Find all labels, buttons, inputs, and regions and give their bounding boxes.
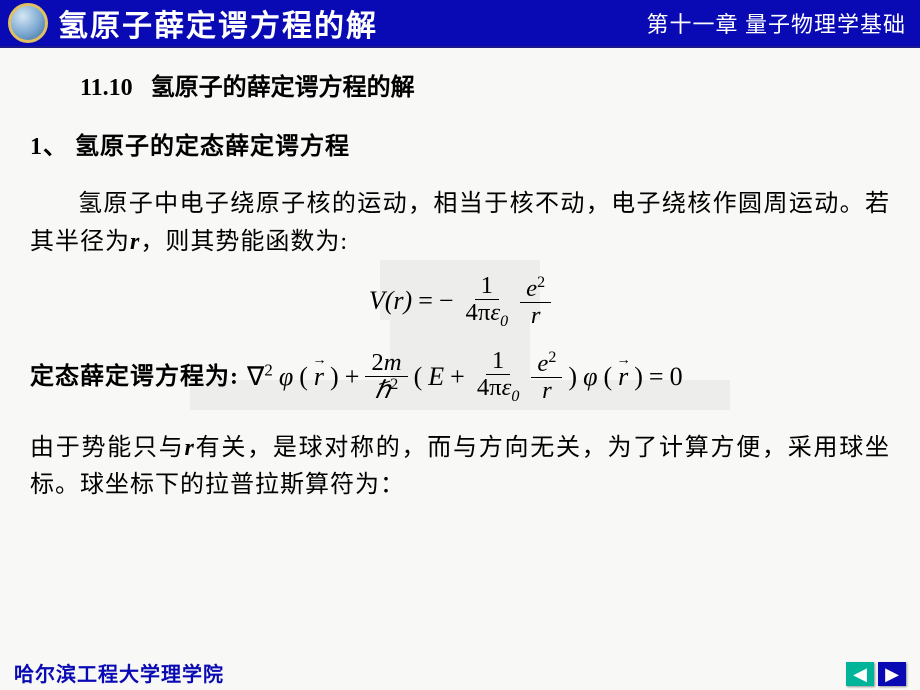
paragraph-1: 氢原子中电子绕原子核的运动，相当于核不动，电子绕核作圆周运动。若其半径为r，则其…: [30, 186, 890, 260]
equation-schrodinger: ∇2 φ(r) + 2m ℏ2 (E + 1 4πε0 e2 r ) φ(r) …: [247, 348, 683, 406]
section-heading: 11.10 氢原子的薛定谔方程的解: [30, 70, 890, 107]
equation-label: 定态薛定谔方程为:: [30, 359, 239, 396]
section-number: 11.10: [80, 75, 133, 101]
slide-title: 氢原子薛定谔方程的解: [58, 1, 646, 45]
paragraph-2: 由于势能只与r有关，是球对称的，而与方向无关，为了计算方便，采用球坐标。球坐标下…: [30, 430, 890, 504]
para2-text-a: 由于势能只与: [30, 435, 184, 461]
equation-potential: V(r) = − 1 4πε0 e2 r: [30, 273, 890, 331]
slide-content: 11.10 氢原子的薛定谔方程的解 1、 氢原子的定态薛定谔方程 氢原子中电子绕…: [0, 48, 920, 505]
next-icon: ▶: [885, 664, 899, 685]
chapter-label: 第十一章 量子物理学基础: [646, 7, 920, 39]
footer-bar: 哈尔滨工程大学理学院: [0, 654, 920, 690]
nav-buttons: ◀ ▶: [846, 662, 906, 686]
equation-schrodinger-row: 定态薛定谔方程为: ∇2 φ(r) + 2m ℏ2 (E + 1 4πε0 e2…: [30, 348, 890, 406]
subsection-number: 1、: [30, 134, 68, 160]
next-button[interactable]: ▶: [878, 662, 906, 686]
subsection-title: 氢原子的定态薛定谔方程: [75, 134, 350, 160]
section-title: 氢原子的薛定谔方程的解: [139, 75, 415, 101]
prev-icon: ◀: [853, 664, 867, 685]
subsection-heading: 1、 氢原子的定态薛定谔方程: [30, 129, 890, 166]
university-logo-icon: [8, 3, 48, 43]
variable-r: r: [130, 229, 140, 255]
variable-r-2: r: [184, 435, 194, 461]
footer-org: 哈尔滨工程大学理学院: [14, 658, 224, 687]
para1-text-b: ，则其势能函数为:: [140, 229, 348, 255]
prev-button[interactable]: ◀: [846, 662, 874, 686]
header-bar: 氢原子薛定谔方程的解 第十一章 量子物理学基础: [0, 0, 920, 48]
